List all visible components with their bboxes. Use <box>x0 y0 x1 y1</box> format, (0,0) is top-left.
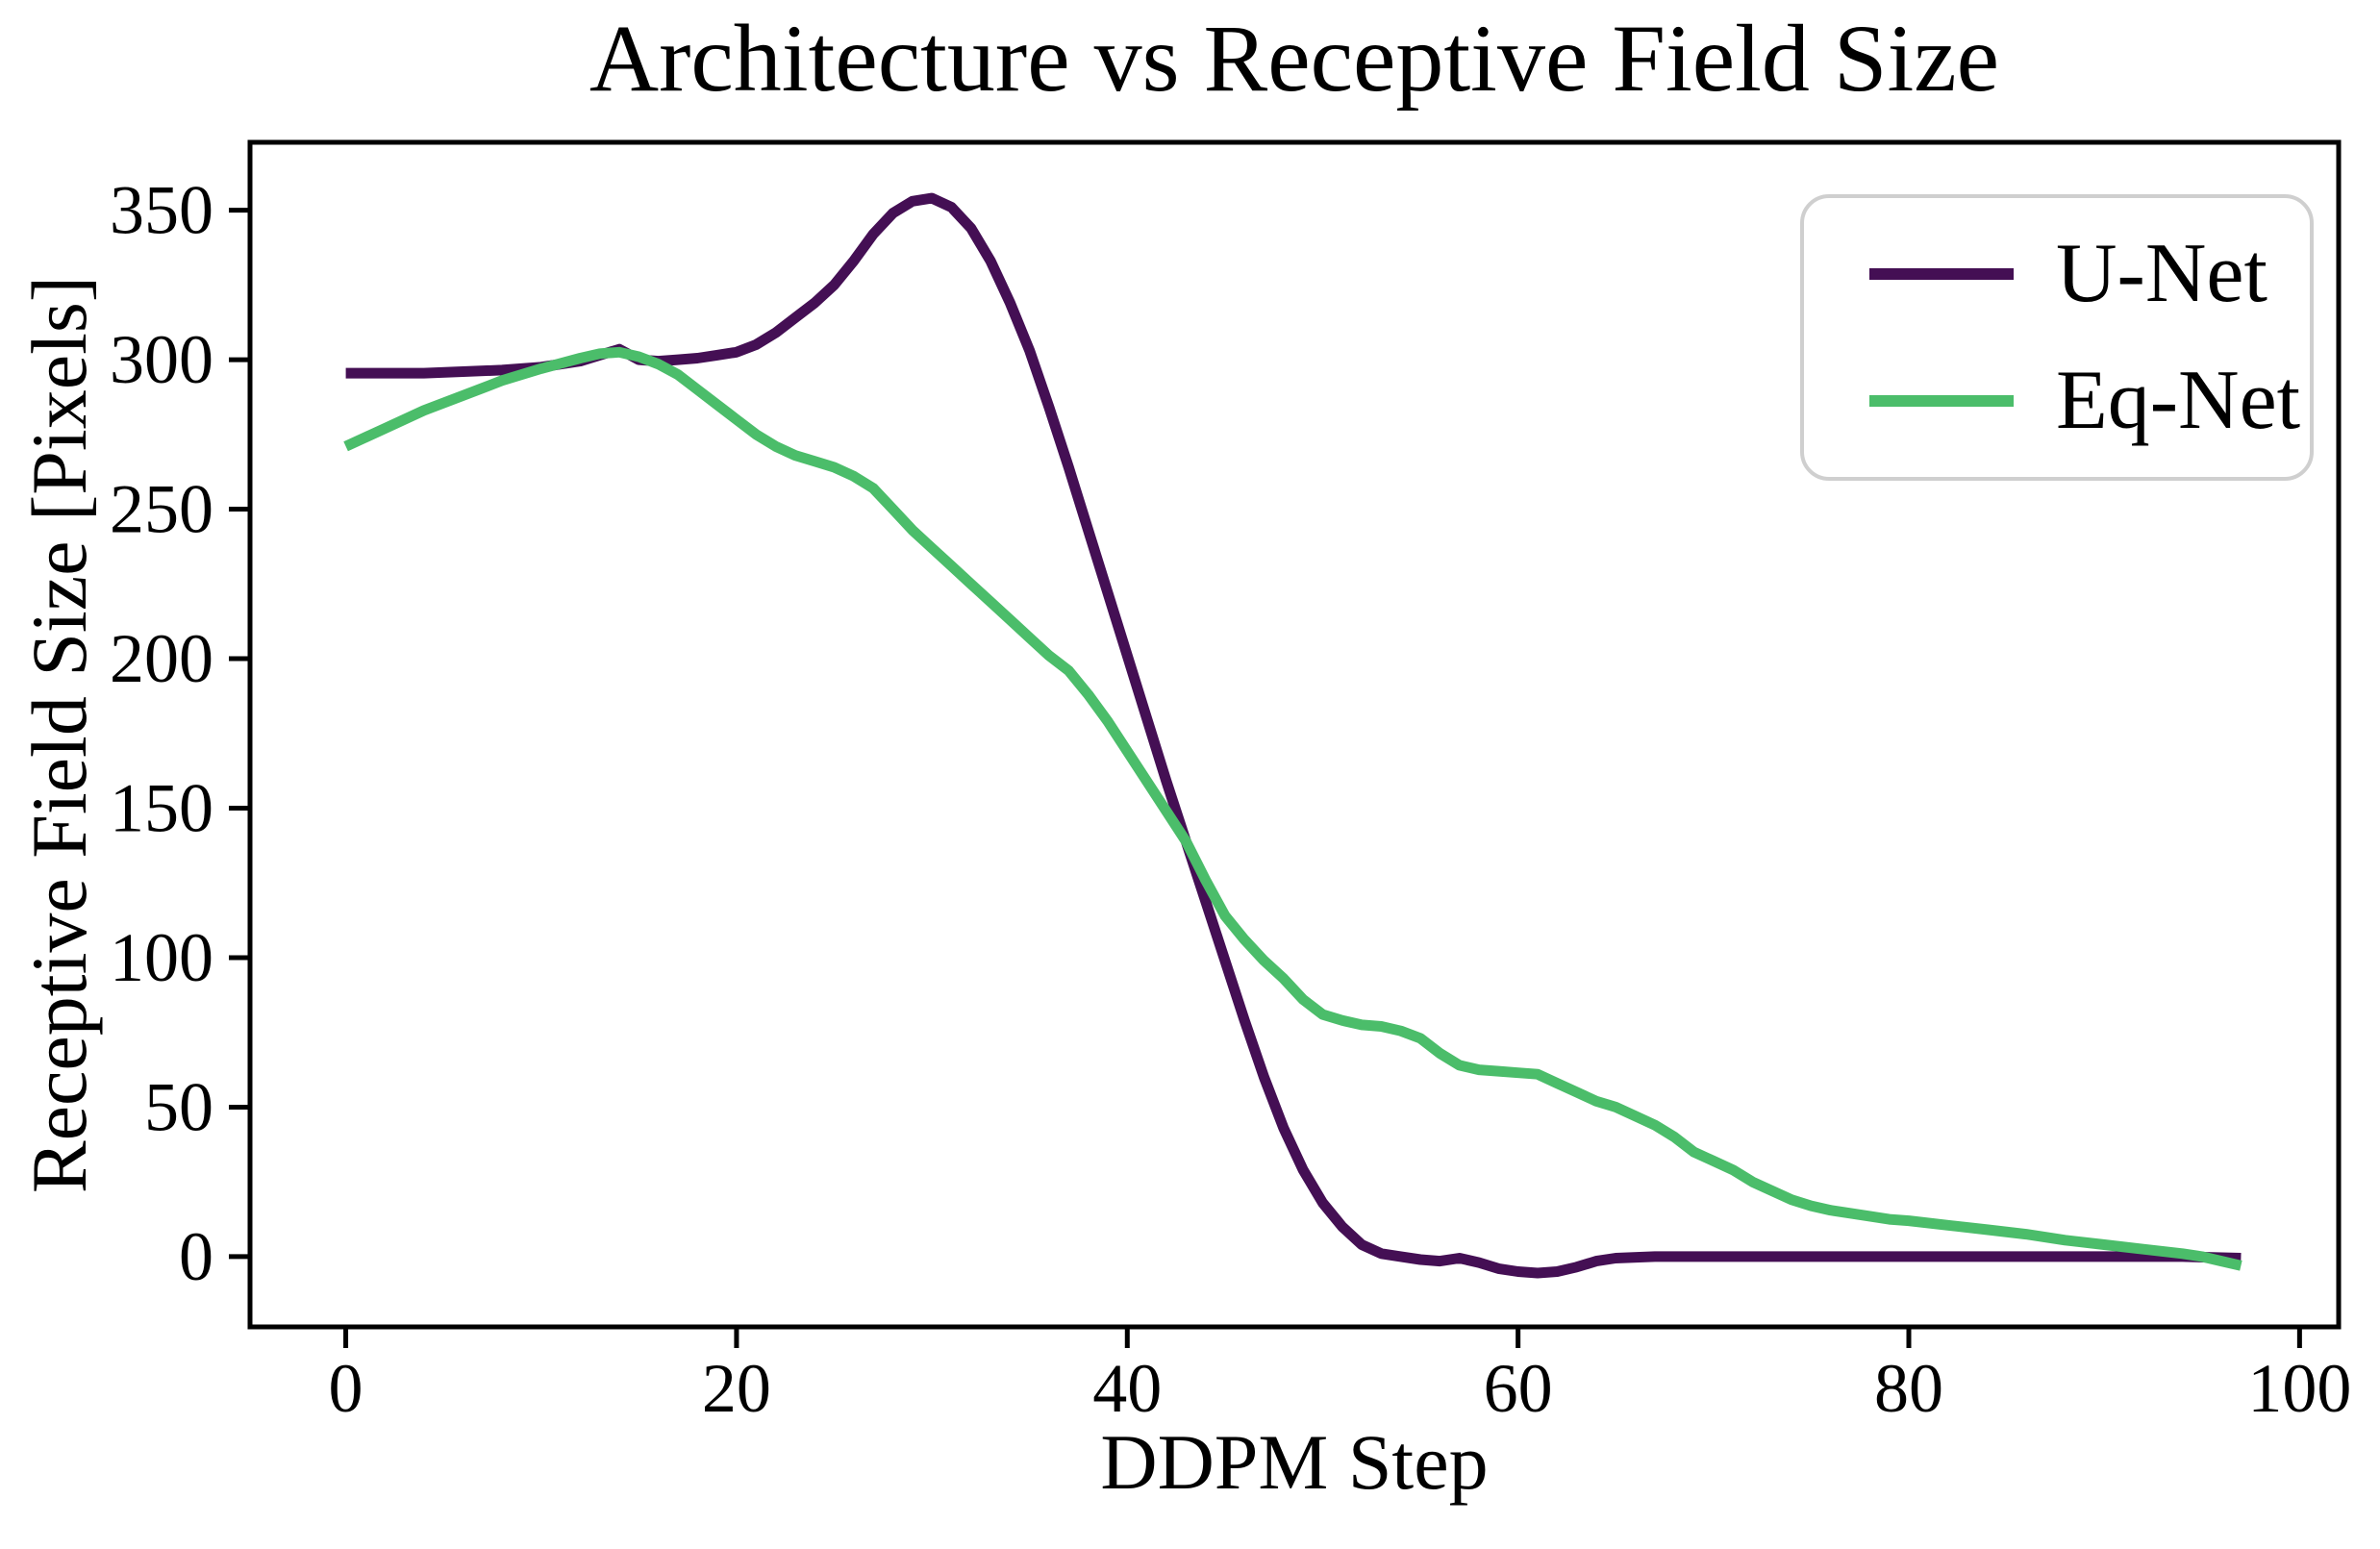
x-tick-label: 100 <box>2247 1350 2351 1427</box>
x-tick-label: 80 <box>1874 1350 1943 1427</box>
u-net-line-swatch <box>1869 268 2014 280</box>
y-tick-label: 0 <box>179 1218 213 1295</box>
u-net-line <box>345 192 2242 1279</box>
x-tick-label: 40 <box>1092 1350 1162 1427</box>
legend-item-eq-net: Eq-Net <box>1869 359 2310 443</box>
eq-net-line-swatch <box>1869 395 2014 407</box>
legend-label-u-net: U-Net <box>2056 227 2267 320</box>
legend: U-Net Eq-Net <box>1800 194 2314 481</box>
legend-label-eq-net: Eq-Net <box>2056 354 2301 447</box>
chart-title: Architecture vs Receptive Field Size <box>589 5 2000 112</box>
x-axis-label: DDPM Step <box>1100 1418 1489 1506</box>
y-tick-label: 150 <box>110 769 213 846</box>
x-tick-label: 0 <box>329 1350 363 1427</box>
axes-spines <box>247 139 2342 1330</box>
y-tick-label: 200 <box>110 620 213 697</box>
y-tick-label: 100 <box>110 919 213 996</box>
y-tick-label: 50 <box>144 1068 213 1145</box>
y-tick-label: 250 <box>110 471 213 548</box>
x-tick-label: 20 <box>702 1350 771 1427</box>
y-tick-label: 350 <box>110 172 213 249</box>
eq-net-line <box>343 346 2242 1271</box>
x-tick-label: 60 <box>1484 1350 1553 1427</box>
legend-item-u-net: U-Net <box>1869 232 2310 316</box>
y-tick-label: 300 <box>110 321 213 398</box>
